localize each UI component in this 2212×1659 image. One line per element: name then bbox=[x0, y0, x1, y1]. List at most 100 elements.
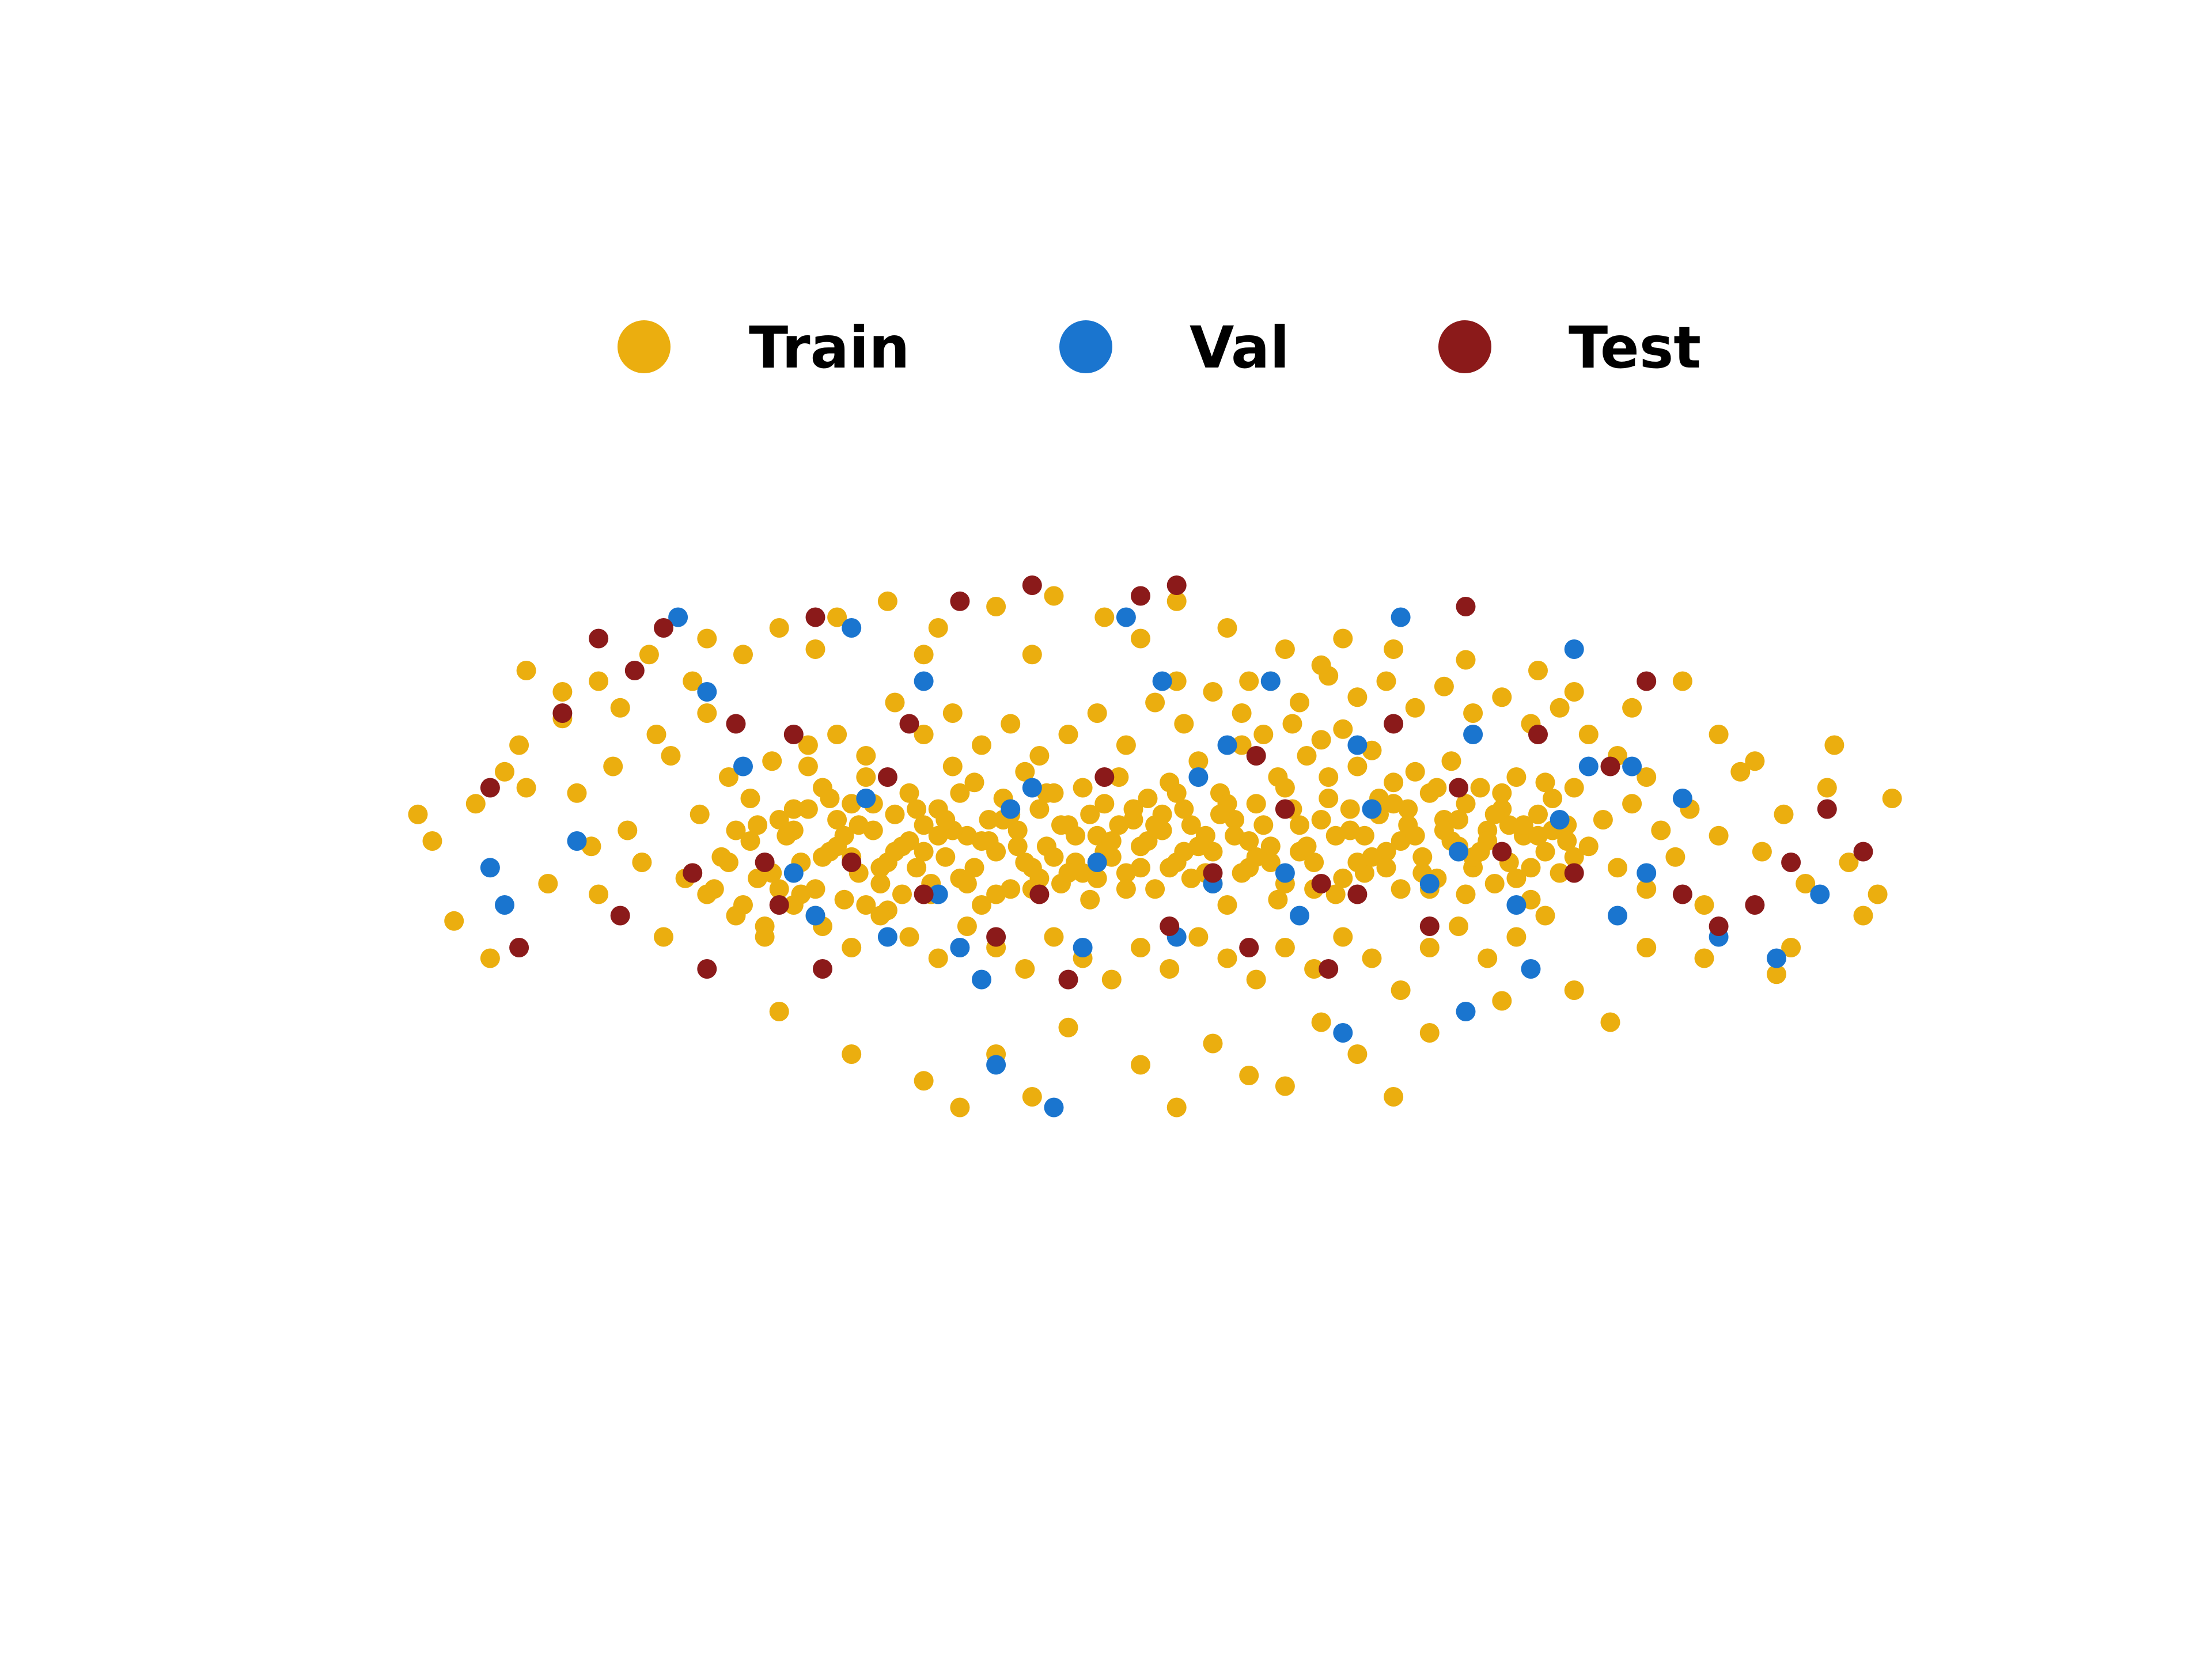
point-train-374 bbox=[1672, 671, 1692, 691]
point-train-238 bbox=[907, 799, 927, 819]
point-train-157 bbox=[769, 810, 789, 830]
point-train-139 bbox=[1608, 858, 1627, 878]
point-train-296 bbox=[856, 746, 876, 766]
point-val-20 bbox=[1290, 906, 1309, 926]
point-val-27 bbox=[1550, 810, 1570, 830]
point-train-98 bbox=[1290, 815, 1309, 835]
point-train-5 bbox=[516, 778, 536, 798]
point-train-208 bbox=[1044, 847, 1064, 867]
point-train-328 bbox=[697, 884, 717, 904]
point-train-200 bbox=[870, 858, 891, 878]
point-test-15 bbox=[1022, 575, 1042, 595]
point-train-292 bbox=[972, 735, 991, 755]
point-train-326 bbox=[755, 927, 775, 947]
point-train-59 bbox=[1007, 820, 1028, 840]
point-train-23 bbox=[748, 815, 768, 835]
point-val-49 bbox=[972, 969, 991, 990]
point-train-339 bbox=[1333, 628, 1353, 649]
point-test-48 bbox=[697, 959, 717, 979]
point-test-34 bbox=[1709, 916, 1729, 936]
point-test-24 bbox=[1347, 884, 1368, 904]
point-test-19 bbox=[1166, 575, 1187, 595]
point-train-138 bbox=[1593, 810, 1613, 830]
point-train-20 bbox=[718, 767, 738, 787]
point-train-202 bbox=[914, 842, 934, 862]
point-train-265 bbox=[1492, 783, 1512, 803]
point-train-18 bbox=[697, 703, 717, 723]
point-train-254 bbox=[1253, 815, 1274, 835]
point-train-155 bbox=[726, 820, 746, 840]
point-train-243 bbox=[1015, 853, 1035, 872]
point-train-140 bbox=[1622, 794, 1642, 814]
point-test-42 bbox=[899, 714, 919, 734]
point-train-245 bbox=[1058, 863, 1078, 883]
point-train-364 bbox=[1022, 1087, 1042, 1107]
point-test-29 bbox=[1528, 725, 1548, 744]
point-train-330 bbox=[827, 607, 847, 627]
point-train-199 bbox=[849, 815, 869, 835]
point-train-294 bbox=[914, 725, 934, 744]
point-train-341 bbox=[639, 645, 659, 665]
point-train-49 bbox=[935, 847, 956, 867]
point-test-47 bbox=[1449, 778, 1468, 798]
point-train-332 bbox=[928, 618, 948, 638]
point-train-227 bbox=[1456, 884, 1476, 904]
point-test-40 bbox=[755, 853, 775, 872]
point-train-28 bbox=[783, 799, 804, 819]
point-train-266 bbox=[1513, 815, 1533, 835]
point-train-325 bbox=[783, 895, 804, 915]
point-train-240 bbox=[950, 783, 970, 803]
point-train-14 bbox=[646, 725, 666, 744]
point-train-226 bbox=[1434, 820, 1454, 840]
point-train-381 bbox=[1868, 884, 1888, 904]
point-train-258 bbox=[1340, 799, 1360, 819]
point-train-175 bbox=[1160, 858, 1180, 878]
point-train-26 bbox=[769, 879, 789, 899]
point-train-204 bbox=[957, 874, 977, 893]
point-test-41 bbox=[813, 959, 832, 979]
point-train-392 bbox=[1166, 671, 1187, 691]
point-train-293 bbox=[942, 703, 963, 723]
point-train-237 bbox=[885, 842, 905, 862]
point-train-249 bbox=[1145, 815, 1165, 835]
point-train-196 bbox=[783, 820, 804, 840]
point-val-7 bbox=[877, 927, 897, 947]
point-train-201 bbox=[892, 884, 912, 904]
point-train-348 bbox=[1022, 645, 1042, 665]
point-train-99 bbox=[1297, 746, 1317, 766]
point-train-232 bbox=[1564, 847, 1584, 867]
point-train-84 bbox=[1188, 751, 1209, 771]
point-val-18 bbox=[1217, 735, 1237, 755]
point-train-319 bbox=[957, 916, 977, 936]
point-train-320 bbox=[928, 948, 948, 968]
point-train-331 bbox=[877, 591, 897, 611]
point-val-41 bbox=[1188, 767, 1209, 787]
point-train-355 bbox=[1203, 1033, 1223, 1054]
point-train-185 bbox=[1376, 858, 1396, 878]
point-train-277 bbox=[1290, 692, 1309, 713]
plot-area bbox=[408, 575, 1902, 1118]
point-train-379 bbox=[1853, 906, 1873, 926]
point-train-315 bbox=[1449, 916, 1468, 936]
point-train-191 bbox=[1506, 868, 1527, 888]
point-train-289 bbox=[1637, 767, 1657, 787]
point-train-147 bbox=[1730, 762, 1751, 782]
point-test-4 bbox=[624, 661, 645, 680]
point-train-342 bbox=[589, 671, 609, 691]
point-train-329 bbox=[769, 618, 789, 638]
point-train-168 bbox=[1007, 836, 1028, 857]
point-train-173 bbox=[1116, 879, 1136, 899]
point-test-3 bbox=[589, 628, 609, 649]
point-test-21 bbox=[1239, 938, 1259, 957]
point-train-90 bbox=[1232, 735, 1252, 755]
point-train-371 bbox=[610, 698, 630, 718]
point-train-30 bbox=[798, 735, 818, 755]
point-train-356 bbox=[1275, 1076, 1295, 1096]
point-train-60 bbox=[1015, 762, 1035, 782]
point-train-380 bbox=[1882, 789, 1902, 808]
point-val-30 bbox=[1637, 863, 1657, 883]
point-train-46 bbox=[914, 815, 934, 835]
point-train-370 bbox=[408, 804, 428, 824]
point-train-42 bbox=[885, 804, 905, 824]
point-test-13 bbox=[950, 591, 970, 611]
